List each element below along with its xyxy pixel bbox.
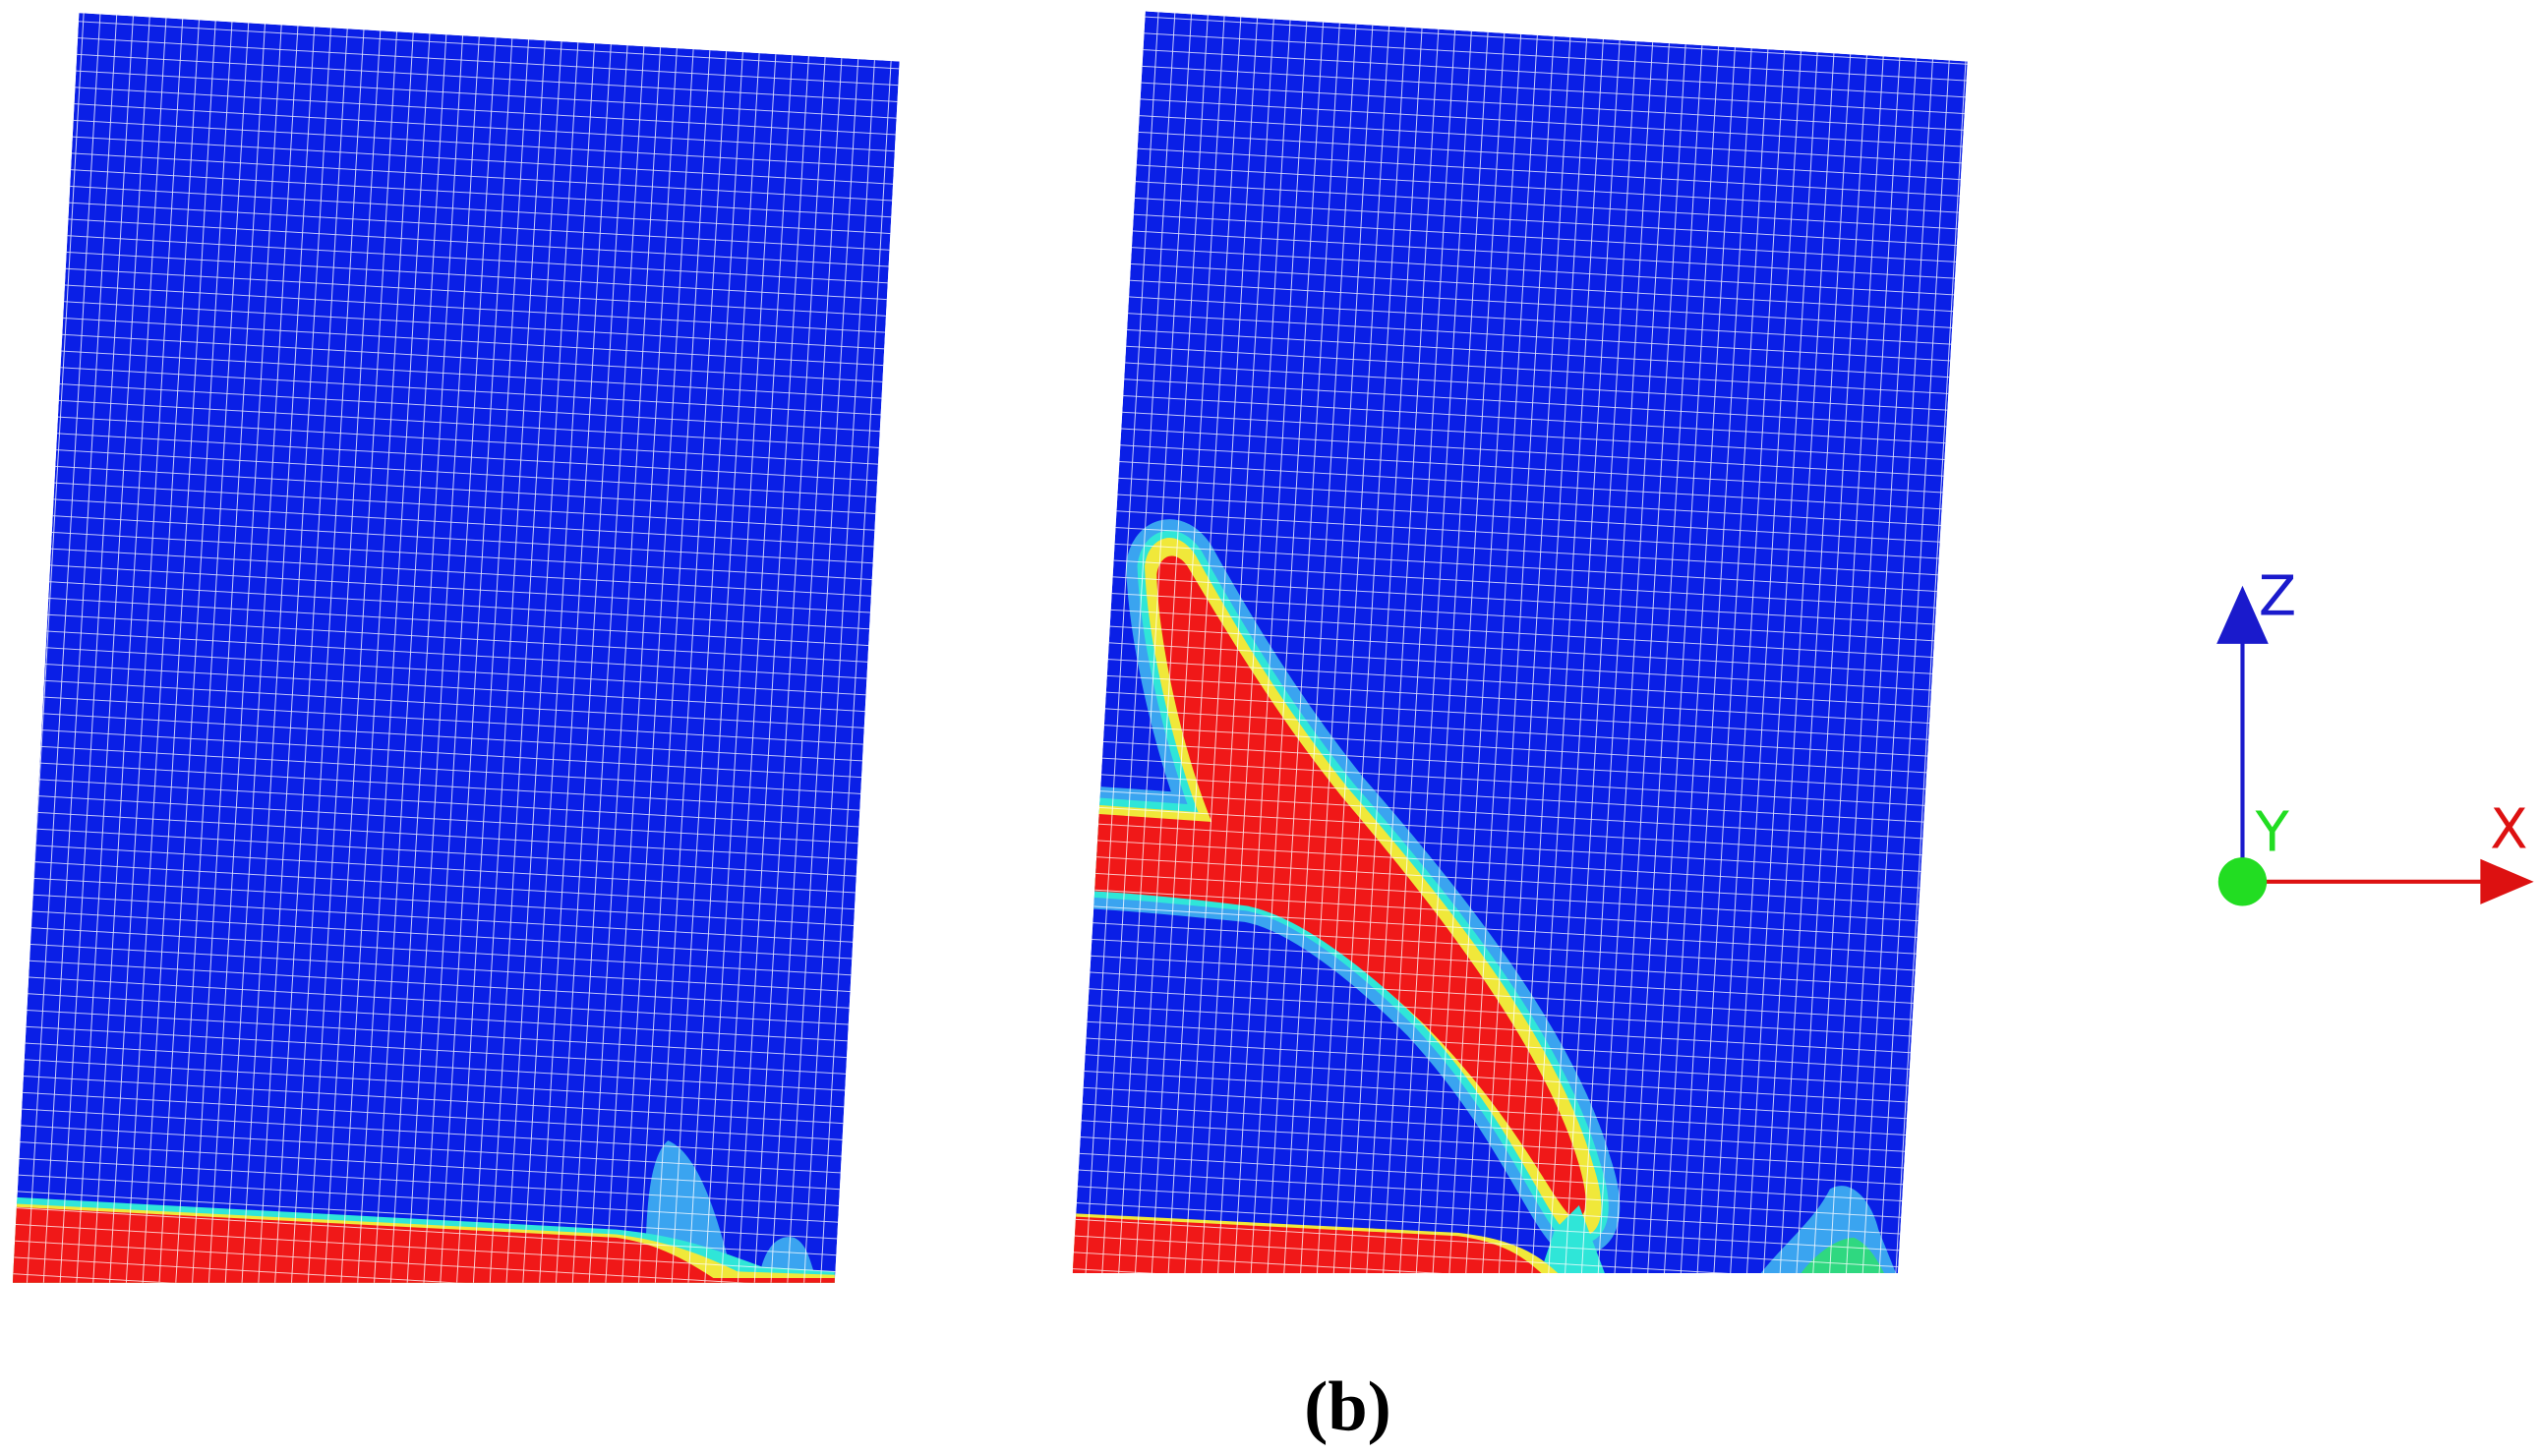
mesh-panel-left: [12, 13, 900, 1283]
z-axis-label: Z: [2259, 564, 2296, 628]
mesh-grid: [12, 13, 900, 1283]
x-axis-arrow: [2480, 858, 2534, 904]
mesh-grid: [1072, 11, 1968, 1274]
axis-triad: Z Y X: [2216, 564, 2534, 906]
y-axis-label: Y: [2255, 801, 2290, 865]
y-axis-marker: [2217, 857, 2268, 906]
z-axis-arrow: [2216, 585, 2269, 644]
x-axis-label: X: [2490, 797, 2527, 861]
mesh-panel-right: [1072, 11, 1968, 1274]
caption: (b): [1304, 1367, 1390, 1446]
